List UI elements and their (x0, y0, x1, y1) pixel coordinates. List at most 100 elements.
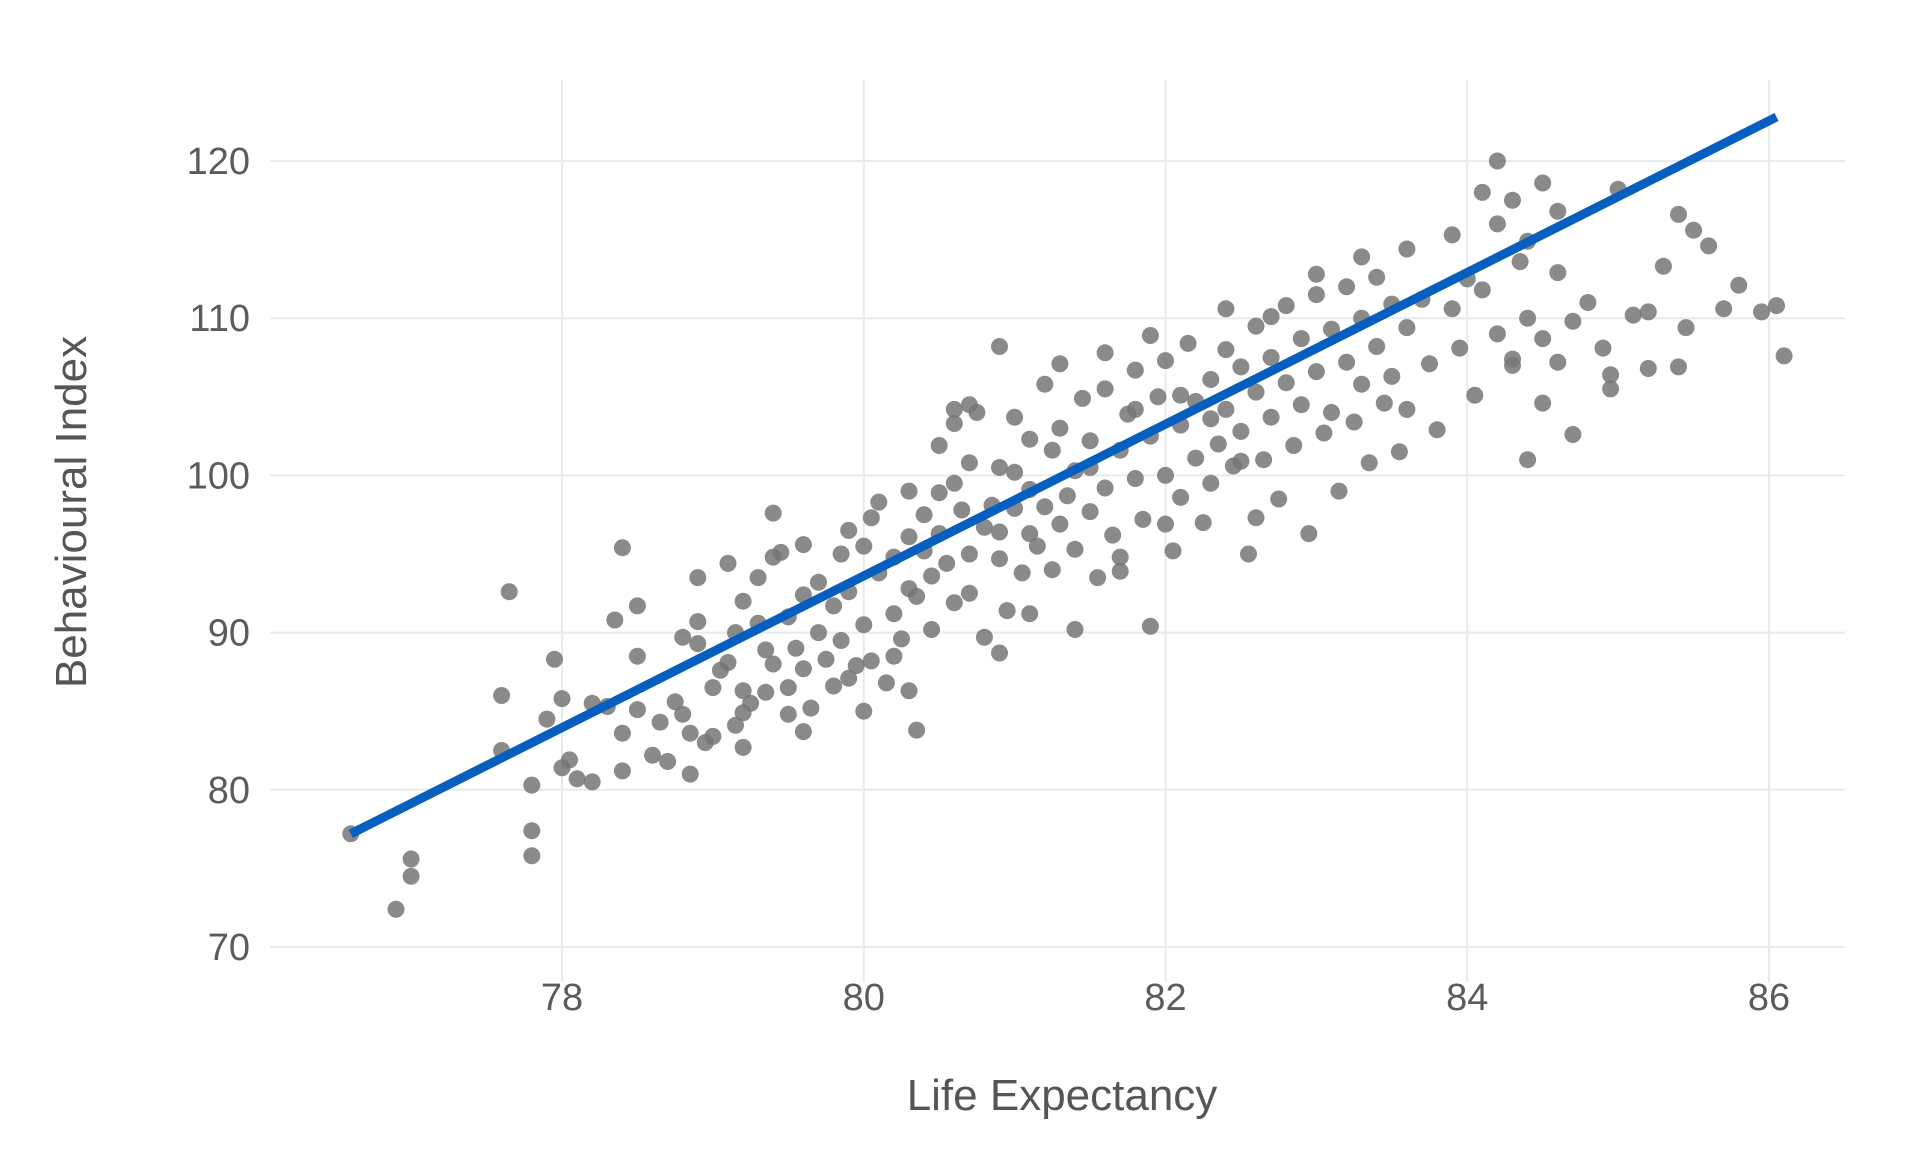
data-point (1036, 498, 1054, 516)
data-point (644, 746, 661, 764)
data-point (387, 900, 405, 918)
data-point (1285, 437, 1303, 454)
data-point (802, 699, 820, 717)
data-point (1021, 525, 1039, 543)
data-point (900, 580, 918, 598)
data-point (1028, 537, 1046, 555)
data-point (1292, 396, 1310, 414)
data-point (1428, 421, 1446, 439)
data-point (764, 504, 782, 522)
data-point (1398, 400, 1416, 418)
y-axis-title: Behavioural Index (47, 336, 96, 688)
data-point (1753, 303, 1770, 321)
data-point (779, 679, 797, 697)
data-point (757, 683, 775, 701)
data-point (1534, 174, 1552, 192)
data-point (855, 616, 873, 634)
data-point (825, 597, 843, 615)
data-point (1217, 400, 1235, 418)
data-point (628, 597, 646, 615)
data-point (1353, 375, 1371, 393)
x-tick-label: 82 (1144, 977, 1186, 1019)
data-point (1066, 621, 1084, 638)
data-point (1096, 380, 1114, 398)
data-point (674, 628, 692, 646)
data-point (1307, 265, 1325, 283)
data-point (998, 602, 1016, 620)
data-point (493, 687, 511, 704)
data-point (1277, 297, 1295, 315)
data-point (991, 338, 1008, 355)
data-point (1383, 367, 1401, 385)
data-point (975, 628, 993, 646)
data-point (1602, 366, 1620, 384)
data-point (402, 867, 420, 885)
data-point (1043, 441, 1061, 459)
data-point (1126, 400, 1144, 418)
data-point (832, 545, 850, 563)
data-point (628, 701, 646, 719)
data-point (1292, 330, 1310, 348)
data-point (960, 454, 978, 472)
data-point (1134, 510, 1152, 528)
data-point (1021, 430, 1039, 448)
data-point (1051, 515, 1069, 533)
data-point (840, 669, 858, 687)
data-point (1111, 548, 1129, 566)
data-point (719, 654, 737, 671)
data-point (1534, 330, 1552, 348)
data-point (1670, 358, 1687, 376)
x-tick-label: 80 (843, 977, 885, 1019)
data-point (538, 710, 556, 728)
data-point (1549, 202, 1567, 220)
data-point (787, 639, 805, 657)
data-point (1202, 371, 1220, 388)
data-point (1390, 443, 1408, 461)
data-point (855, 702, 873, 720)
data-point (1096, 479, 1114, 497)
data-point (945, 415, 963, 432)
data-point (613, 539, 631, 557)
data-point (1149, 388, 1167, 406)
data-point (402, 850, 420, 868)
data-point (855, 537, 873, 555)
data-point (1338, 353, 1356, 371)
data-point (1307, 286, 1325, 304)
data-point (953, 501, 971, 519)
data-point (1639, 360, 1657, 377)
data-point (1323, 320, 1340, 338)
data-point (1685, 221, 1703, 239)
data-point (885, 605, 903, 623)
data-point (1157, 352, 1174, 370)
data-point (825, 677, 843, 695)
data-point (666, 693, 684, 711)
data-point (1534, 394, 1552, 412)
data-point (1051, 355, 1069, 373)
x-tick-label: 86 (1748, 977, 1790, 1019)
data-point (523, 822, 541, 840)
data-point (1021, 605, 1039, 623)
data-point (900, 482, 918, 500)
data-point (1164, 542, 1182, 560)
data-point (900, 682, 918, 700)
regression-line-group (348, 112, 1779, 838)
data-point (862, 509, 880, 527)
data-point (719, 554, 737, 572)
data-point (960, 396, 978, 414)
data-point (704, 727, 722, 745)
data-point (742, 694, 760, 712)
data-point (1194, 514, 1212, 532)
data-point (1006, 463, 1024, 481)
x-tick-label: 78 (541, 977, 583, 1019)
data-point (1488, 215, 1506, 233)
data-point (613, 762, 631, 780)
data-point (1398, 319, 1416, 337)
data-points (342, 152, 1793, 918)
data-point (975, 518, 993, 536)
data-point (606, 611, 624, 629)
data-point (583, 773, 601, 791)
data-point (1549, 264, 1567, 282)
data-point (1006, 408, 1024, 426)
data-point (704, 679, 722, 697)
data-point (1089, 569, 1107, 587)
